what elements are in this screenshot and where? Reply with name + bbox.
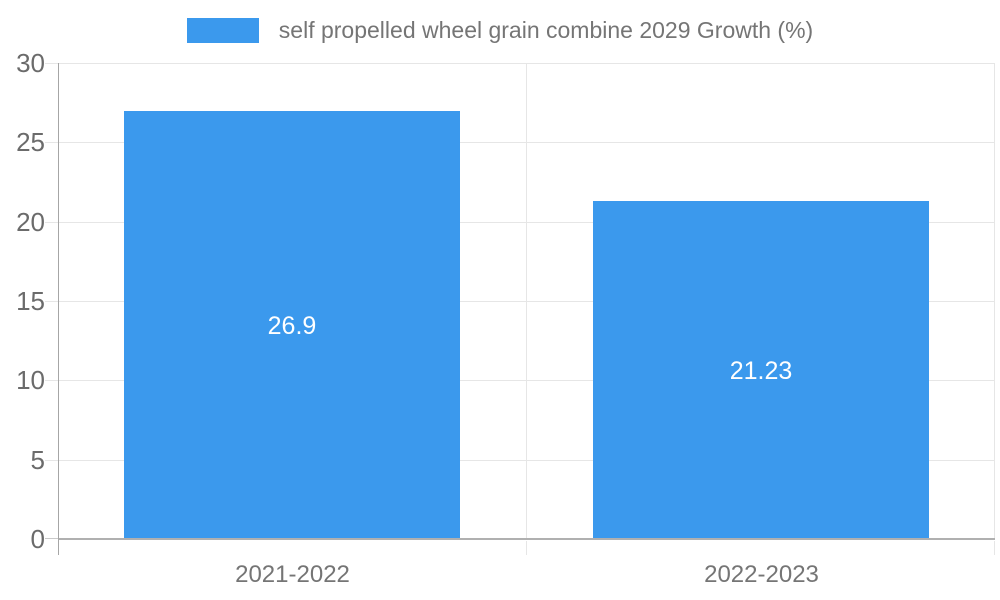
bar-2022-2023 — [593, 201, 929, 538]
x-tick-2 — [994, 541, 995, 555]
chart-legend: self propelled wheel grain combine 2029 … — [0, 15, 1000, 45]
y-tick-15 — [45, 301, 58, 302]
y-axis-label-25: 25 — [16, 127, 45, 157]
legend-label: self propelled wheel grain combine 2029 … — [278, 17, 814, 43]
x-tick-1 — [526, 541, 527, 555]
y-tick-10 — [45, 380, 58, 381]
y-axis-label-10: 10 — [16, 365, 45, 395]
y-tick-25 — [45, 142, 58, 143]
bar-value-label-2022-2023: 21.23 — [729, 357, 793, 385]
x-axis-label-2021-2022: 2021-2022 — [235, 561, 350, 588]
x-axis-label-2022-2023: 2022-2023 — [704, 561, 819, 588]
category-boundary-line-1 — [526, 63, 527, 539]
y-axis-line — [58, 63, 59, 555]
bar-value-label-2021-2022: 26.9 — [267, 312, 317, 340]
y-tick-5 — [45, 460, 58, 461]
category-boundary-line-2 — [994, 63, 995, 539]
y-axis-label-0: 0 — [30, 524, 45, 554]
y-tick-0 — [45, 538, 58, 539]
x-axis-labels: 2021-2022 2022-2023 — [58, 560, 995, 592]
y-axis-label-30: 30 — [16, 48, 45, 78]
x-axis-line — [58, 538, 995, 540]
y-tick-20 — [45, 222, 58, 223]
y-axis-label-15: 15 — [16, 286, 45, 316]
bar-2021-2022 — [124, 111, 460, 538]
y-axis-labels: 0 5 10 15 20 25 30 — [0, 50, 45, 552]
y-axis-label-20: 20 — [16, 207, 45, 237]
plot-area: 26.9 21.23 — [45, 63, 995, 555]
y-tick-30 — [45, 63, 58, 64]
legend-swatch — [186, 17, 259, 43]
y-axis-label-5: 5 — [30, 445, 45, 475]
